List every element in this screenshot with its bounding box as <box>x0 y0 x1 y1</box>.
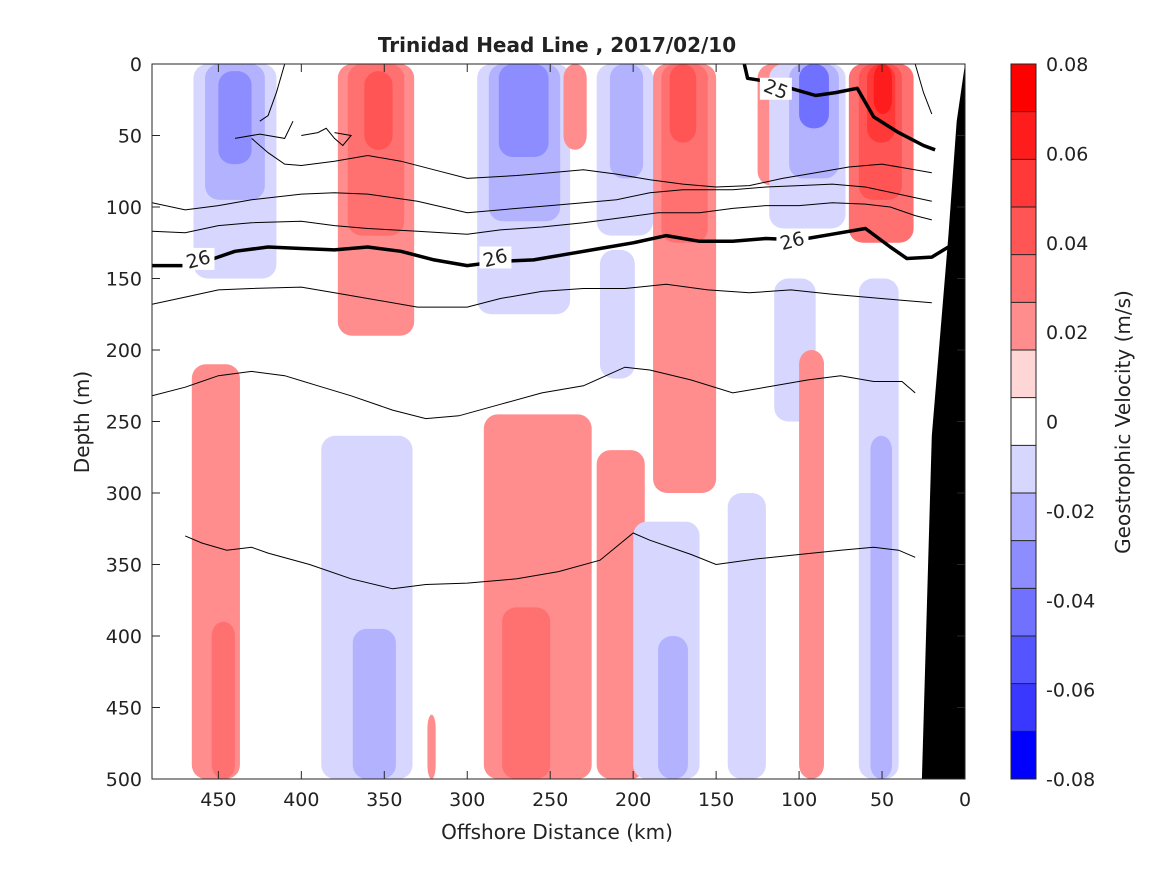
x-tick-label: 400 <box>283 789 319 811</box>
colorbar-frame <box>1010 63 1037 780</box>
y-tick-label: 450 <box>106 698 142 720</box>
colorbar-label: Geostrophic Velocity (m/s) <box>1111 290 1135 554</box>
colorbar-tick-label: -0.04 <box>1046 590 1095 612</box>
y-tick-label: 250 <box>106 412 142 434</box>
y-axis-ticks: 0 50 100 150 200 250 300 350 400 450 500 <box>106 54 965 791</box>
velocity-patch <box>609 64 644 179</box>
colorbar-swatch <box>1011 159 1036 208</box>
contour-label-background <box>479 246 512 269</box>
y-tick-label: 150 <box>106 269 142 291</box>
contour-label: 25 <box>759 75 792 104</box>
colorbar-tick-label: -0.02 <box>1046 501 1095 523</box>
contour-label: 26 <box>182 246 215 274</box>
density-contour <box>152 202 932 235</box>
density-contour <box>301 127 353 147</box>
y-tick-label: 300 <box>106 483 142 505</box>
velocity-patch <box>427 714 436 779</box>
velocity-patch <box>596 450 645 779</box>
velocity-patch <box>873 64 892 115</box>
velocity-patch <box>599 249 635 379</box>
velocity-patch <box>364 71 393 150</box>
velocity-patch <box>352 628 396 779</box>
colorbar-swatch <box>1011 445 1036 494</box>
colorbar-tick-label: 0.04 <box>1046 233 1088 255</box>
colorbar: 0.08 0.06 0.04 0.02 0 -0.02 -0.04 -0.06 -0.08 <box>1010 54 1095 791</box>
y-tick-label: 0 <box>130 54 142 76</box>
contour-label: 26 <box>479 245 512 272</box>
colorbar-swatch <box>1011 588 1036 637</box>
density-contour-26 <box>152 226 950 268</box>
colorbar-tick-label: 0.08 <box>1046 54 1088 76</box>
velocity-patch <box>211 621 235 779</box>
velocity-patch <box>658 636 688 779</box>
y-tick-label: 350 <box>106 555 142 577</box>
colorbar-swatch <box>1011 111 1036 160</box>
contour-label-background <box>776 229 809 252</box>
colorbar-tick-label: -0.08 <box>1046 769 1095 791</box>
colorbar-swatch <box>1011 207 1036 256</box>
colorbar-tick-label: -0.06 <box>1046 680 1095 702</box>
contour-label: 26 <box>776 228 809 255</box>
y-tick-label: 100 <box>106 197 142 219</box>
velocity-patch <box>669 64 697 143</box>
density-contour-25 <box>742 64 936 152</box>
colorbar-swatch <box>1011 254 1036 303</box>
colorbar-swatch <box>1011 636 1036 685</box>
x-tick-label: 350 <box>366 789 402 811</box>
colorbar-tick-label: 0.06 <box>1046 143 1088 165</box>
velocity-patch <box>870 435 892 779</box>
density-contour <box>152 366 916 420</box>
x-tick-label: 100 <box>781 789 817 811</box>
colorbar-swatch <box>1011 493 1036 542</box>
colorbar-swatch <box>1011 64 1036 113</box>
velocity-patch <box>502 607 551 779</box>
y-tick-label: 50 <box>118 126 142 148</box>
x-tick-label: 0 <box>959 789 971 811</box>
colorbar-swatch <box>1011 731 1036 780</box>
colorbar-tick-label: 0.02 <box>1046 322 1088 344</box>
density-contour <box>152 283 932 308</box>
density-contour <box>234 120 294 139</box>
y-tick-label: 500 <box>106 769 142 791</box>
x-tick-label: 200 <box>615 789 651 811</box>
velocity-patch <box>218 71 252 165</box>
velocity-patch <box>563 64 587 150</box>
x-axis-label: Offshore Distance (km) <box>441 820 673 844</box>
colorbar-swatch <box>1011 350 1036 399</box>
chart-title: Trinidad Head Line , 2017/02/10 <box>378 33 736 57</box>
x-axis-ticks: 450 400 350 300 250 200 150 100 50 0 <box>200 64 971 811</box>
colorbar-swatch <box>1011 540 1036 589</box>
colorbar-swatch <box>1011 683 1036 732</box>
x-tick-label: 50 <box>870 789 894 811</box>
colorbar-swatch <box>1011 302 1036 351</box>
y-tick-label: 400 <box>106 626 142 648</box>
velocity-patch <box>498 64 549 157</box>
x-tick-label: 450 <box>200 789 236 811</box>
contour-label-background <box>182 247 215 270</box>
density-contour <box>251 138 932 188</box>
seafloor <box>921 64 965 779</box>
velocity-field <box>191 64 914 779</box>
density-contour <box>914 64 933 115</box>
density-contour <box>259 64 286 122</box>
density-contour <box>152 183 932 214</box>
velocity-patch <box>799 350 824 779</box>
x-tick-label: 150 <box>698 789 734 811</box>
contour-label-background <box>759 77 792 100</box>
seafloor-mask <box>921 64 965 779</box>
x-tick-label: 250 <box>532 789 568 811</box>
y-tick-label: 200 <box>106 340 142 362</box>
velocity-patch <box>727 493 766 779</box>
density-contour <box>185 532 916 590</box>
y-axis-label: Depth (m) <box>70 371 94 473</box>
colorbar-tick-label: 0 <box>1046 412 1058 434</box>
colorbar-swatch <box>1011 397 1036 446</box>
density-contours: 25 26 26 26 <box>152 64 950 590</box>
x-tick-label: 300 <box>449 789 485 811</box>
